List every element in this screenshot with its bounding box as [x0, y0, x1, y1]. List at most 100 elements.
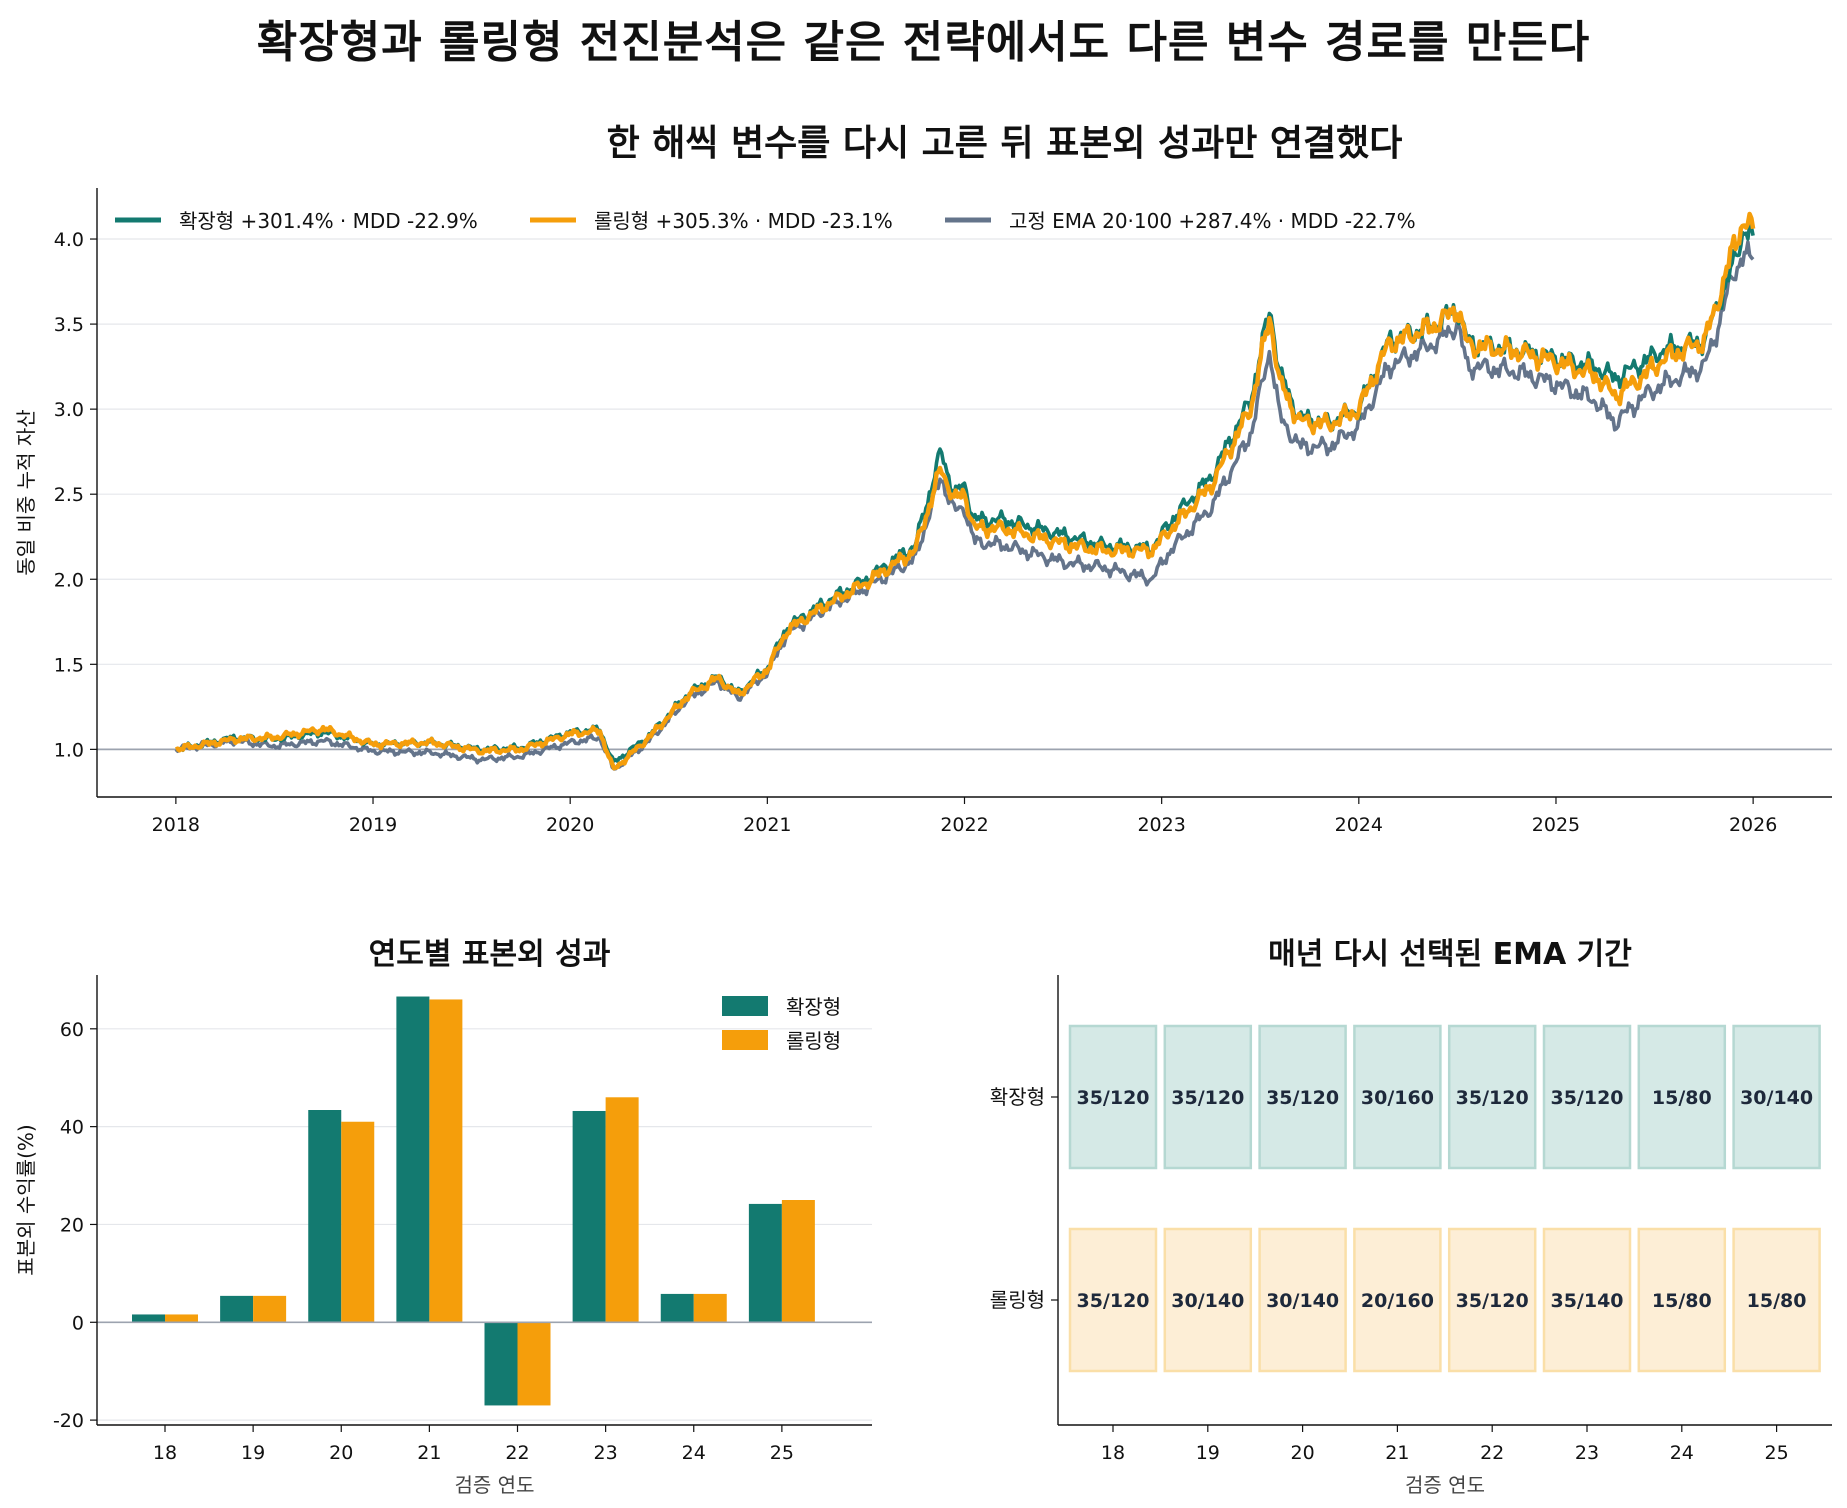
expanding-bar — [220, 1295, 254, 1323]
x-tick-label: 2022 — [940, 814, 988, 836]
x-tick-label: 19 — [1196, 1442, 1220, 1464]
rolling-cell-label: 30/140 — [1266, 1290, 1339, 1312]
rolling-cell-label: 15/80 — [1747, 1290, 1807, 1312]
expanding-bar — [308, 1110, 342, 1323]
bar-chart-panel: 연도별 표본외 성과 -20 0 20 40 60 18 19 20 21 22 23 24 25 검증 연… — [14, 937, 872, 1497]
y-tick-label: 1.0 — [54, 739, 84, 761]
rolling-bar — [605, 1097, 639, 1323]
line-chart-panel: 한 해씩 변수를 다시 고른 뒤 표본외 성과만 연결했다 1.0 1.5 2.0 2.… — [14, 123, 1832, 836]
y-tick-label: 2.5 — [54, 484, 84, 506]
rolling-cell — [1732, 1227, 1821, 1373]
legend-label-rolling: 롤링형 — [786, 1029, 841, 1053]
x-tick-label: 2018 — [152, 814, 200, 836]
x-axis-label: 검증 연도 — [455, 1473, 535, 1497]
x-tick-label: 23 — [594, 1442, 618, 1464]
x-tick-label: 20 — [329, 1442, 353, 1464]
x-tick-label: 18 — [153, 1442, 177, 1464]
rolling-cell — [1068, 1227, 1158, 1373]
expanding-cell-label: 35/120 — [1550, 1087, 1623, 1109]
expanding-cell-label: 35/120 — [1456, 1087, 1529, 1109]
y-tick-label: 3.0 — [54, 399, 84, 421]
rolling-cell — [1353, 1227, 1442, 1373]
legend-label-fixed: 고정 EMA 20·100 +287.4% · MDD -22.7% — [1009, 209, 1416, 233]
y-axis-label: 동일 비중 누적 자산 — [14, 409, 38, 575]
rolling-cell — [1258, 1227, 1347, 1373]
rolling-cell — [1637, 1227, 1727, 1373]
expanding-cell-label: 30/160 — [1361, 1087, 1434, 1109]
bar-chart-title: 연도별 표본외 성과 — [369, 937, 611, 972]
rolling-bar — [165, 1314, 198, 1323]
legend-swatch-expanding — [722, 996, 768, 1016]
rolling-bar — [429, 999, 463, 1323]
expanding-cell — [1637, 1024, 1727, 1170]
expanding-cell — [1447, 1024, 1537, 1170]
expanding-cell-label: 35/120 — [1266, 1087, 1339, 1109]
x-tick-label: 2026 — [1729, 814, 1777, 836]
x-tick-label: 21 — [417, 1442, 441, 1464]
expanding-cell — [1353, 1024, 1442, 1170]
y-tick-label: 0 — [72, 1312, 84, 1334]
y-tick-label: 2.0 — [54, 569, 84, 591]
expanding-cell — [1542, 1024, 1632, 1170]
rolling-bar — [253, 1295, 287, 1323]
x-axis-label: 검증 연도 — [1405, 1473, 1485, 1497]
legend-label-expanding: 확장형 +301.4% · MDD -22.9% — [179, 209, 478, 233]
x-tick-label: 19 — [241, 1442, 265, 1464]
x-tick-label: 2024 — [1335, 814, 1383, 836]
y-tick-label: 1.5 — [54, 654, 84, 676]
expanding-cell — [1068, 1024, 1158, 1170]
x-tick-label: 24 — [682, 1442, 706, 1464]
x-tick-label: 18 — [1101, 1442, 1125, 1464]
legend-label-expanding: 확장형 — [786, 995, 841, 1019]
expanding-bar — [660, 1293, 694, 1323]
x-tick-label: 23 — [1575, 1442, 1599, 1464]
ema-grid-panel: 매년 다시 선택된 EMA 기간 35/120 35/120 35/120 30/160… — [990, 937, 1832, 1497]
rolling-cell-label: 15/80 — [1652, 1290, 1712, 1312]
rolling-bar — [693, 1293, 727, 1323]
expanding-bar — [132, 1314, 165, 1323]
x-tick-label: 22 — [505, 1442, 529, 1464]
expanding-bar — [748, 1203, 782, 1323]
expanding-cell — [1732, 1024, 1821, 1170]
rolling-cell — [1163, 1227, 1253, 1373]
rolling-bar — [517, 1322, 551, 1406]
expanding-cell-label: 15/80 — [1652, 1087, 1712, 1109]
rolling-cell — [1542, 1227, 1632, 1373]
rolling-cell-label: 35/140 — [1550, 1290, 1623, 1312]
x-tick-label: 2023 — [1137, 814, 1185, 836]
y-tick-label: 40 — [60, 1117, 84, 1139]
x-tick-label: 20 — [1291, 1442, 1315, 1464]
y-tick-label: 20 — [60, 1214, 84, 1236]
y-tick-label: 3.5 — [54, 314, 84, 336]
legend-label-rolling: 롤링형 +305.3% · MDD -23.1% — [594, 209, 893, 233]
y-tick-label: 60 — [60, 1019, 84, 1041]
row-label-expanding: 확장형 — [990, 1085, 1045, 1109]
legend-swatch-rolling — [722, 1030, 768, 1050]
expanding-cell-label: 35/120 — [1171, 1087, 1244, 1109]
y-axis-label: 표본외 수익률(%) — [14, 1124, 38, 1275]
expanding-bar — [572, 1110, 606, 1323]
x-tick-label: 25 — [1765, 1442, 1789, 1464]
rolling-cell-label: 35/120 — [1456, 1290, 1529, 1312]
expanding-bar — [396, 996, 430, 1323]
line-chart-title: 한 해씩 변수를 다시 고른 뒤 표본외 성과만 연결했다 — [607, 123, 1403, 164]
x-tick-label: 2021 — [743, 814, 791, 836]
figure-title: 확장형과 롤링형 전진분석은 같은 전략에서도 다른 변수 경로를 만든다 — [256, 17, 1591, 68]
grid-chart-title: 매년 다시 선택된 EMA 기간 — [1268, 937, 1632, 972]
expanding-cell — [1163, 1024, 1253, 1170]
rolling-cell-label: 20/160 — [1361, 1290, 1434, 1312]
x-tick-label: 2025 — [1532, 814, 1580, 836]
fixed-series-line — [174, 240, 1755, 771]
rolling-cell — [1447, 1227, 1537, 1373]
x-tick-label: 2019 — [349, 814, 397, 836]
rolling-cell-label: 30/140 — [1171, 1290, 1244, 1312]
x-tick-label: 22 — [1480, 1442, 1504, 1464]
rolling-series-line — [175, 211, 1756, 771]
expanding-cell-label: 30/140 — [1740, 1087, 1813, 1109]
row-label-rolling: 롤링형 — [990, 1288, 1045, 1312]
rolling-bar — [781, 1200, 815, 1323]
y-tick-label: 4.0 — [54, 229, 84, 251]
rolling-cell-label: 35/120 — [1076, 1290, 1149, 1312]
x-tick-label: 25 — [770, 1442, 794, 1464]
